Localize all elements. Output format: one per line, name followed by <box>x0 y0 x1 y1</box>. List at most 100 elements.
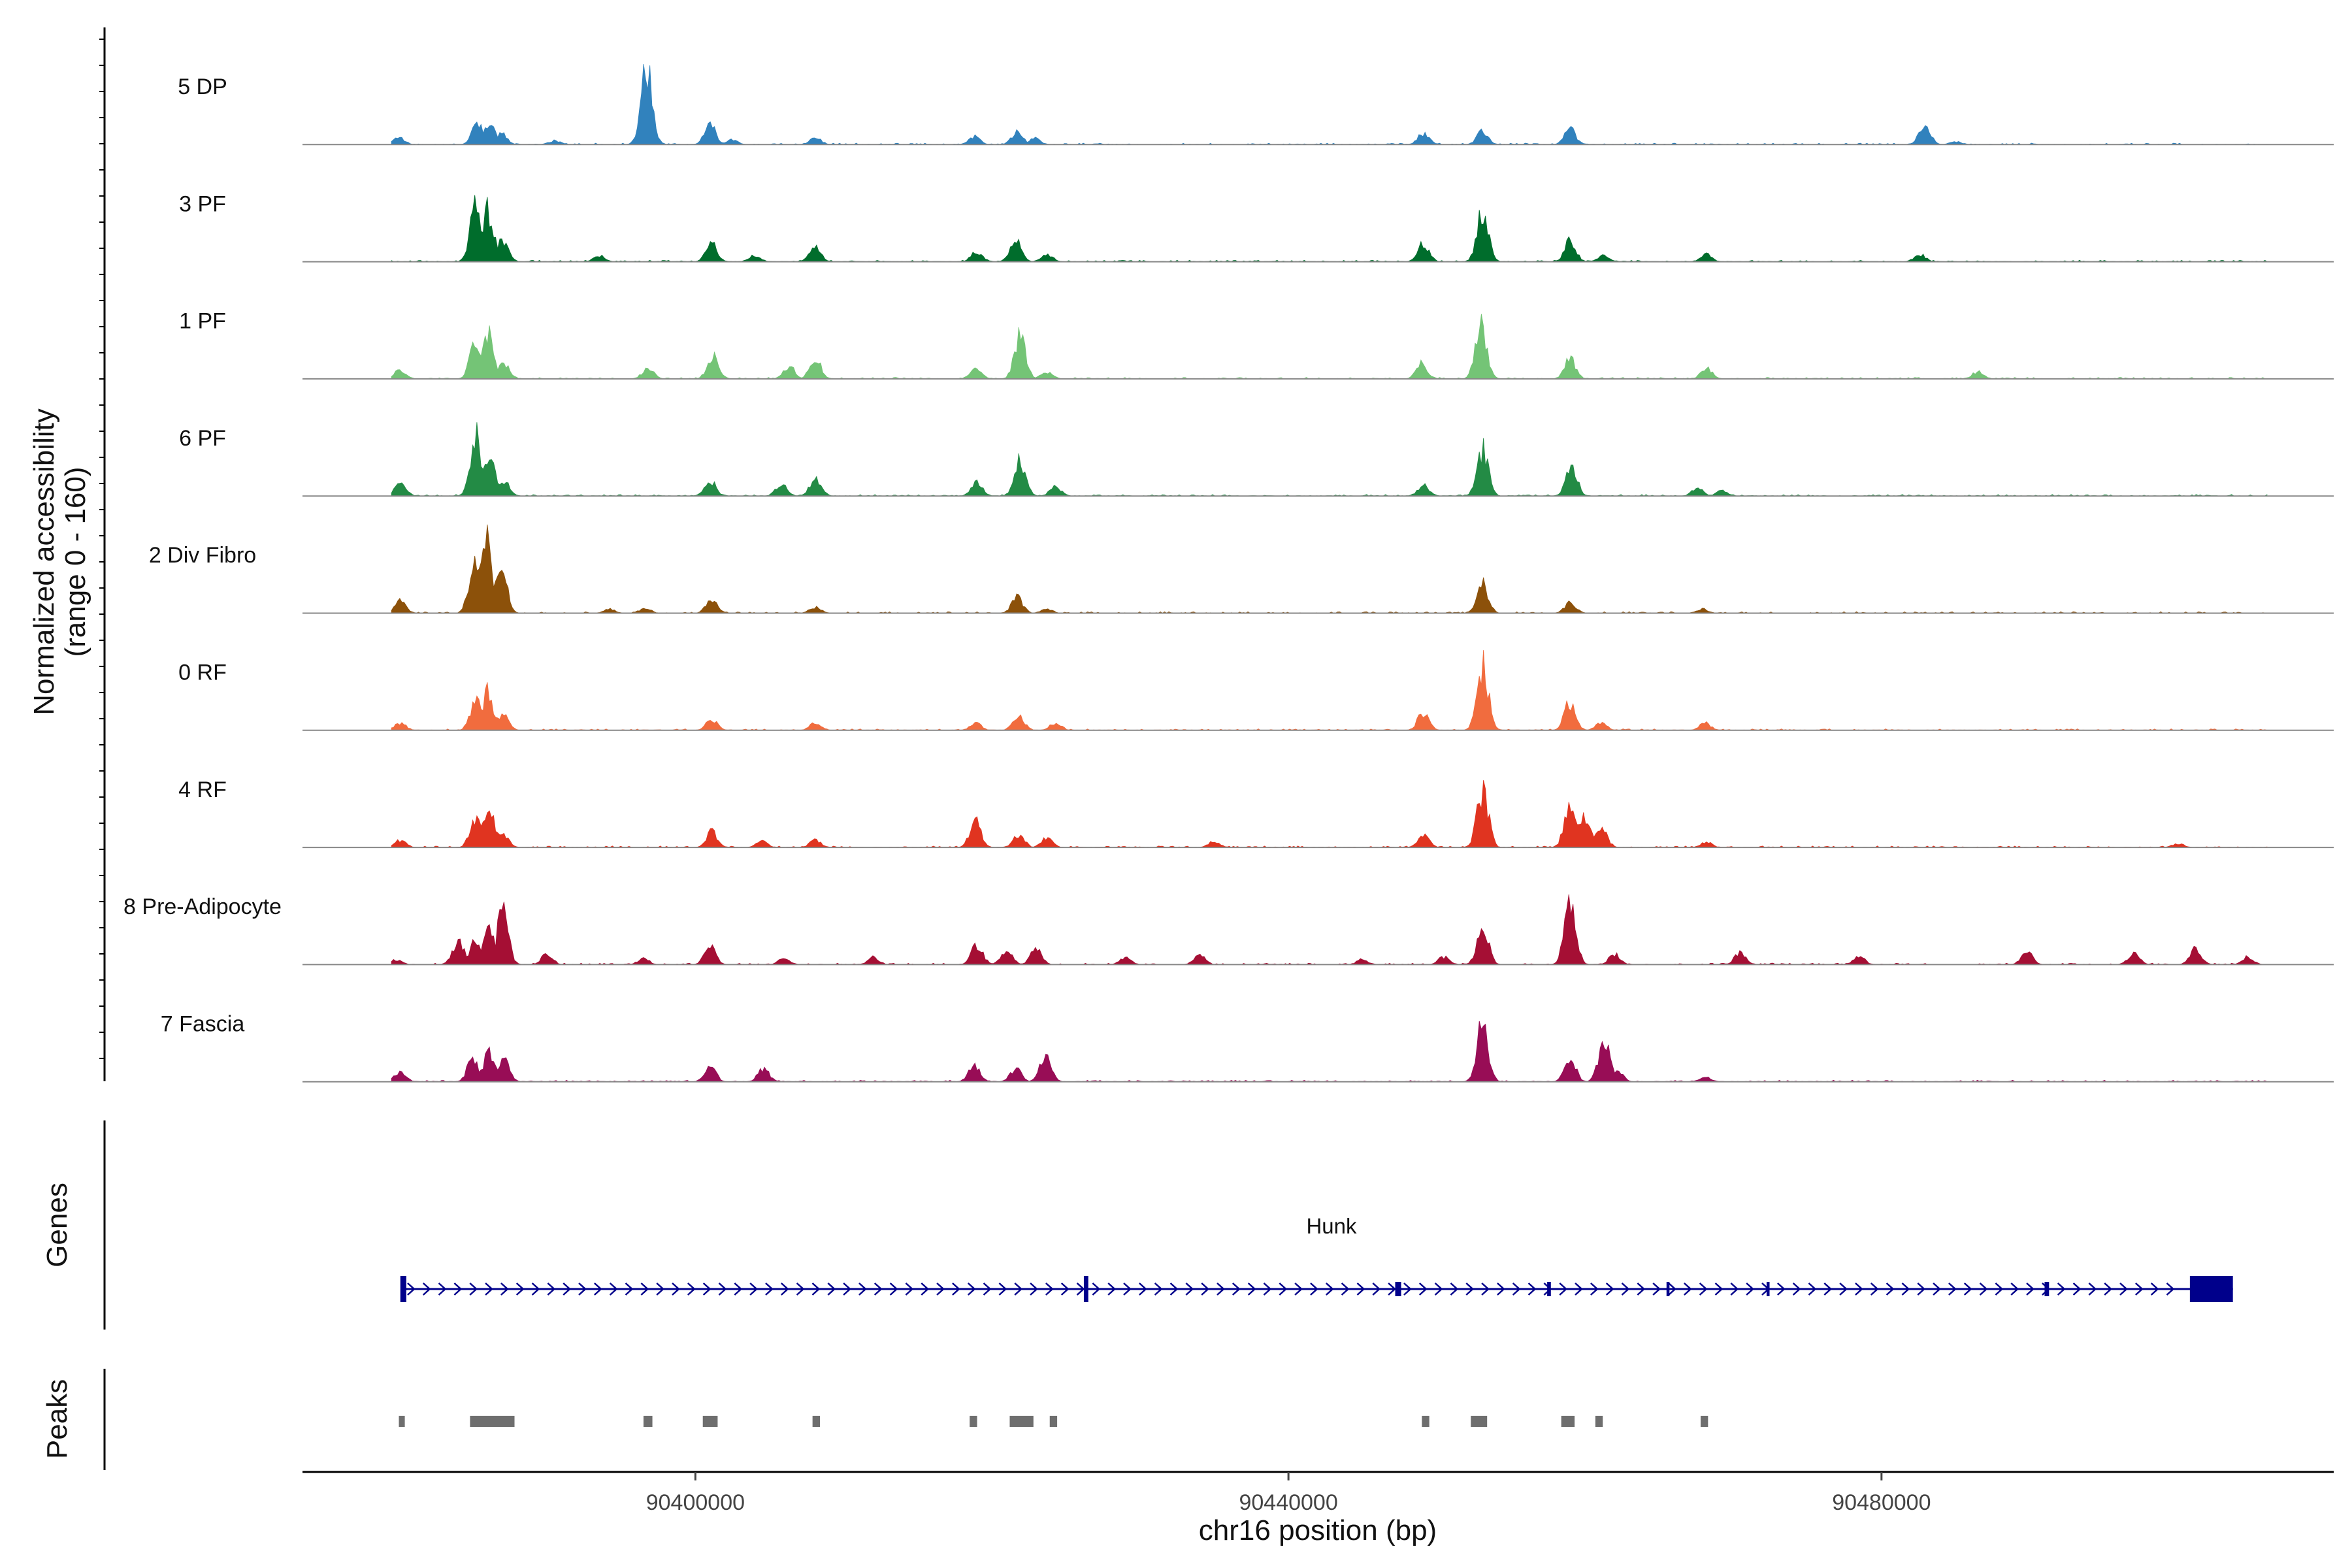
strand-arrow-icon <box>594 1282 602 1296</box>
strand-arrow-icon <box>2072 1282 2082 1296</box>
track-1-pf: 1 PF <box>179 309 2334 380</box>
strand-arrow-icon <box>1699 1282 1708 1296</box>
track-label: 2 Div Fibro <box>149 543 256 568</box>
strand-arrow-icon <box>687 1282 696 1296</box>
strand-arrow-icon <box>438 1282 447 1296</box>
strand-arrow-icon <box>1668 1282 1676 1296</box>
strand-arrow-icon <box>1933 1282 1941 1296</box>
strand-arrow-icon <box>1107 1282 1117 1296</box>
strand-arrow-icon <box>811 1282 821 1296</box>
gene-exon <box>1083 1276 1088 1302</box>
track-6-pf: 6 PF <box>179 422 2334 497</box>
strand-arrow-icon <box>2150 1282 2159 1296</box>
strand-arrow-icon <box>1341 1282 1350 1296</box>
strand-arrow-icon <box>485 1282 493 1296</box>
strand-arrow-icon <box>2104 1282 2113 1296</box>
strand-arrow-icon <box>1325 1282 1334 1296</box>
strand-arrow-icon <box>889 1282 898 1296</box>
gene-exon <box>2044 1282 2050 1296</box>
strand-arrow-icon <box>734 1282 743 1296</box>
strand-arrow-icon <box>1730 1282 1739 1296</box>
strand-arrow-icon <box>1948 1282 1957 1296</box>
strand-arrow-icon <box>407 1282 416 1296</box>
strand-arrow-icon <box>1917 1282 1926 1296</box>
track-3-pf: 3 PF <box>179 191 2334 263</box>
track-label: 7 Fascia <box>161 1011 245 1036</box>
peak-region <box>1595 1416 1603 1427</box>
peak-region <box>470 1416 515 1427</box>
strand-arrow-icon <box>1232 1282 1241 1296</box>
strand-arrow-icon <box>422 1282 431 1296</box>
gene-exon <box>1766 1282 1770 1296</box>
strand-arrow-icon <box>1403 1282 1412 1296</box>
peak-region <box>1009 1416 1034 1427</box>
strand-arrow-icon <box>983 1282 992 1296</box>
strand-arrow-icon <box>1746 1282 1755 1296</box>
strand-arrow-icon <box>1263 1282 1272 1296</box>
strand-arrow-icon <box>1450 1282 1459 1296</box>
coverage-y-ticks <box>99 39 105 1059</box>
strand-arrow-icon <box>1030 1282 1038 1296</box>
track-label: 5 DP <box>178 74 227 99</box>
x-tick-label: 90440000 <box>1239 1490 1337 1515</box>
strand-arrow-icon <box>1217 1282 1225 1296</box>
peak-region <box>1700 1416 1708 1427</box>
strand-arrow-icon <box>1372 1282 1381 1296</box>
track-0-rf: 0 RF <box>178 650 2334 731</box>
strand-arrow-icon <box>1870 1282 1879 1296</box>
x-axis-ticks: 90400000 90440000 90480000 <box>646 1472 1931 1515</box>
strand-arrow-icon <box>1714 1282 1723 1296</box>
strand-arrow-icon <box>1855 1282 1863 1296</box>
track-label: 1 PF <box>179 309 226 334</box>
genes-panel-label: Genes <box>41 1183 73 1267</box>
strand-arrow-icon <box>1279 1282 1288 1296</box>
peak-region <box>1049 1416 1058 1427</box>
strand-arrow-icon <box>1684 1282 1692 1296</box>
track-5-dp: 5 DP <box>178 63 2334 146</box>
peaks-panel-label: Peaks <box>41 1379 73 1459</box>
strand-arrow-icon <box>1481 1282 1490 1296</box>
strand-arrow-icon <box>609 1282 618 1296</box>
strand-arrow-icon <box>1590 1282 1599 1296</box>
strand-arrow-icon <box>780 1282 789 1296</box>
strand-arrow-icon <box>874 1282 883 1296</box>
strand-arrow-icon <box>625 1282 634 1296</box>
strand-arrow-icon <box>1388 1282 1396 1296</box>
strand-arrow-icon <box>1512 1282 1521 1296</box>
strand-arrow-icon <box>1497 1282 1505 1296</box>
strand-arrow-icon <box>2088 1282 2097 1296</box>
gene-exon <box>2189 1276 2233 1302</box>
strand-arrow-icon <box>1792 1282 1801 1296</box>
strand-arrow-icon <box>2135 1282 2144 1296</box>
gene-exon <box>1666 1282 1670 1296</box>
strand-arrow-icon <box>1434 1282 1443 1296</box>
gene-exon <box>1547 1282 1551 1296</box>
peak-region <box>643 1416 653 1427</box>
track-label: 4 RF <box>178 777 227 802</box>
strand-arrow-icon <box>967 1282 976 1296</box>
strand-arrow-icon <box>718 1282 727 1296</box>
y-axis-title-line2: (range 0 - 160) <box>59 466 91 657</box>
strand-arrow-icon <box>672 1282 680 1296</box>
strand-arrow-icon <box>1621 1282 1630 1296</box>
strand-arrow-icon <box>1605 1282 1614 1296</box>
strand-arrow-icon <box>858 1282 867 1296</box>
strand-arrow-icon <box>1776 1282 1786 1296</box>
strand-arrow-icon <box>547 1282 556 1296</box>
strand-arrow-icon <box>1808 1282 1817 1296</box>
strand-arrow-icon <box>998 1282 1007 1296</box>
strand-arrow-icon <box>1652 1282 1661 1296</box>
strand-arrow-icon <box>1356 1282 1365 1296</box>
strand-arrow-icon <box>640 1282 649 1296</box>
peak-region <box>812 1416 821 1427</box>
strand-arrow-icon <box>1201 1282 1210 1296</box>
strand-arrow-icon <box>1559 1282 1568 1296</box>
x-axis-title: chr16 position (bp) <box>1199 1514 1437 1546</box>
strand-arrow-icon <box>765 1282 774 1296</box>
strand-arrow-icon <box>1014 1282 1023 1296</box>
peak-region <box>702 1416 718 1427</box>
strand-arrow-icon <box>1886 1282 1895 1296</box>
strand-arrow-icon <box>1092 1282 1101 1296</box>
strand-arrow-icon <box>1465 1282 1475 1296</box>
